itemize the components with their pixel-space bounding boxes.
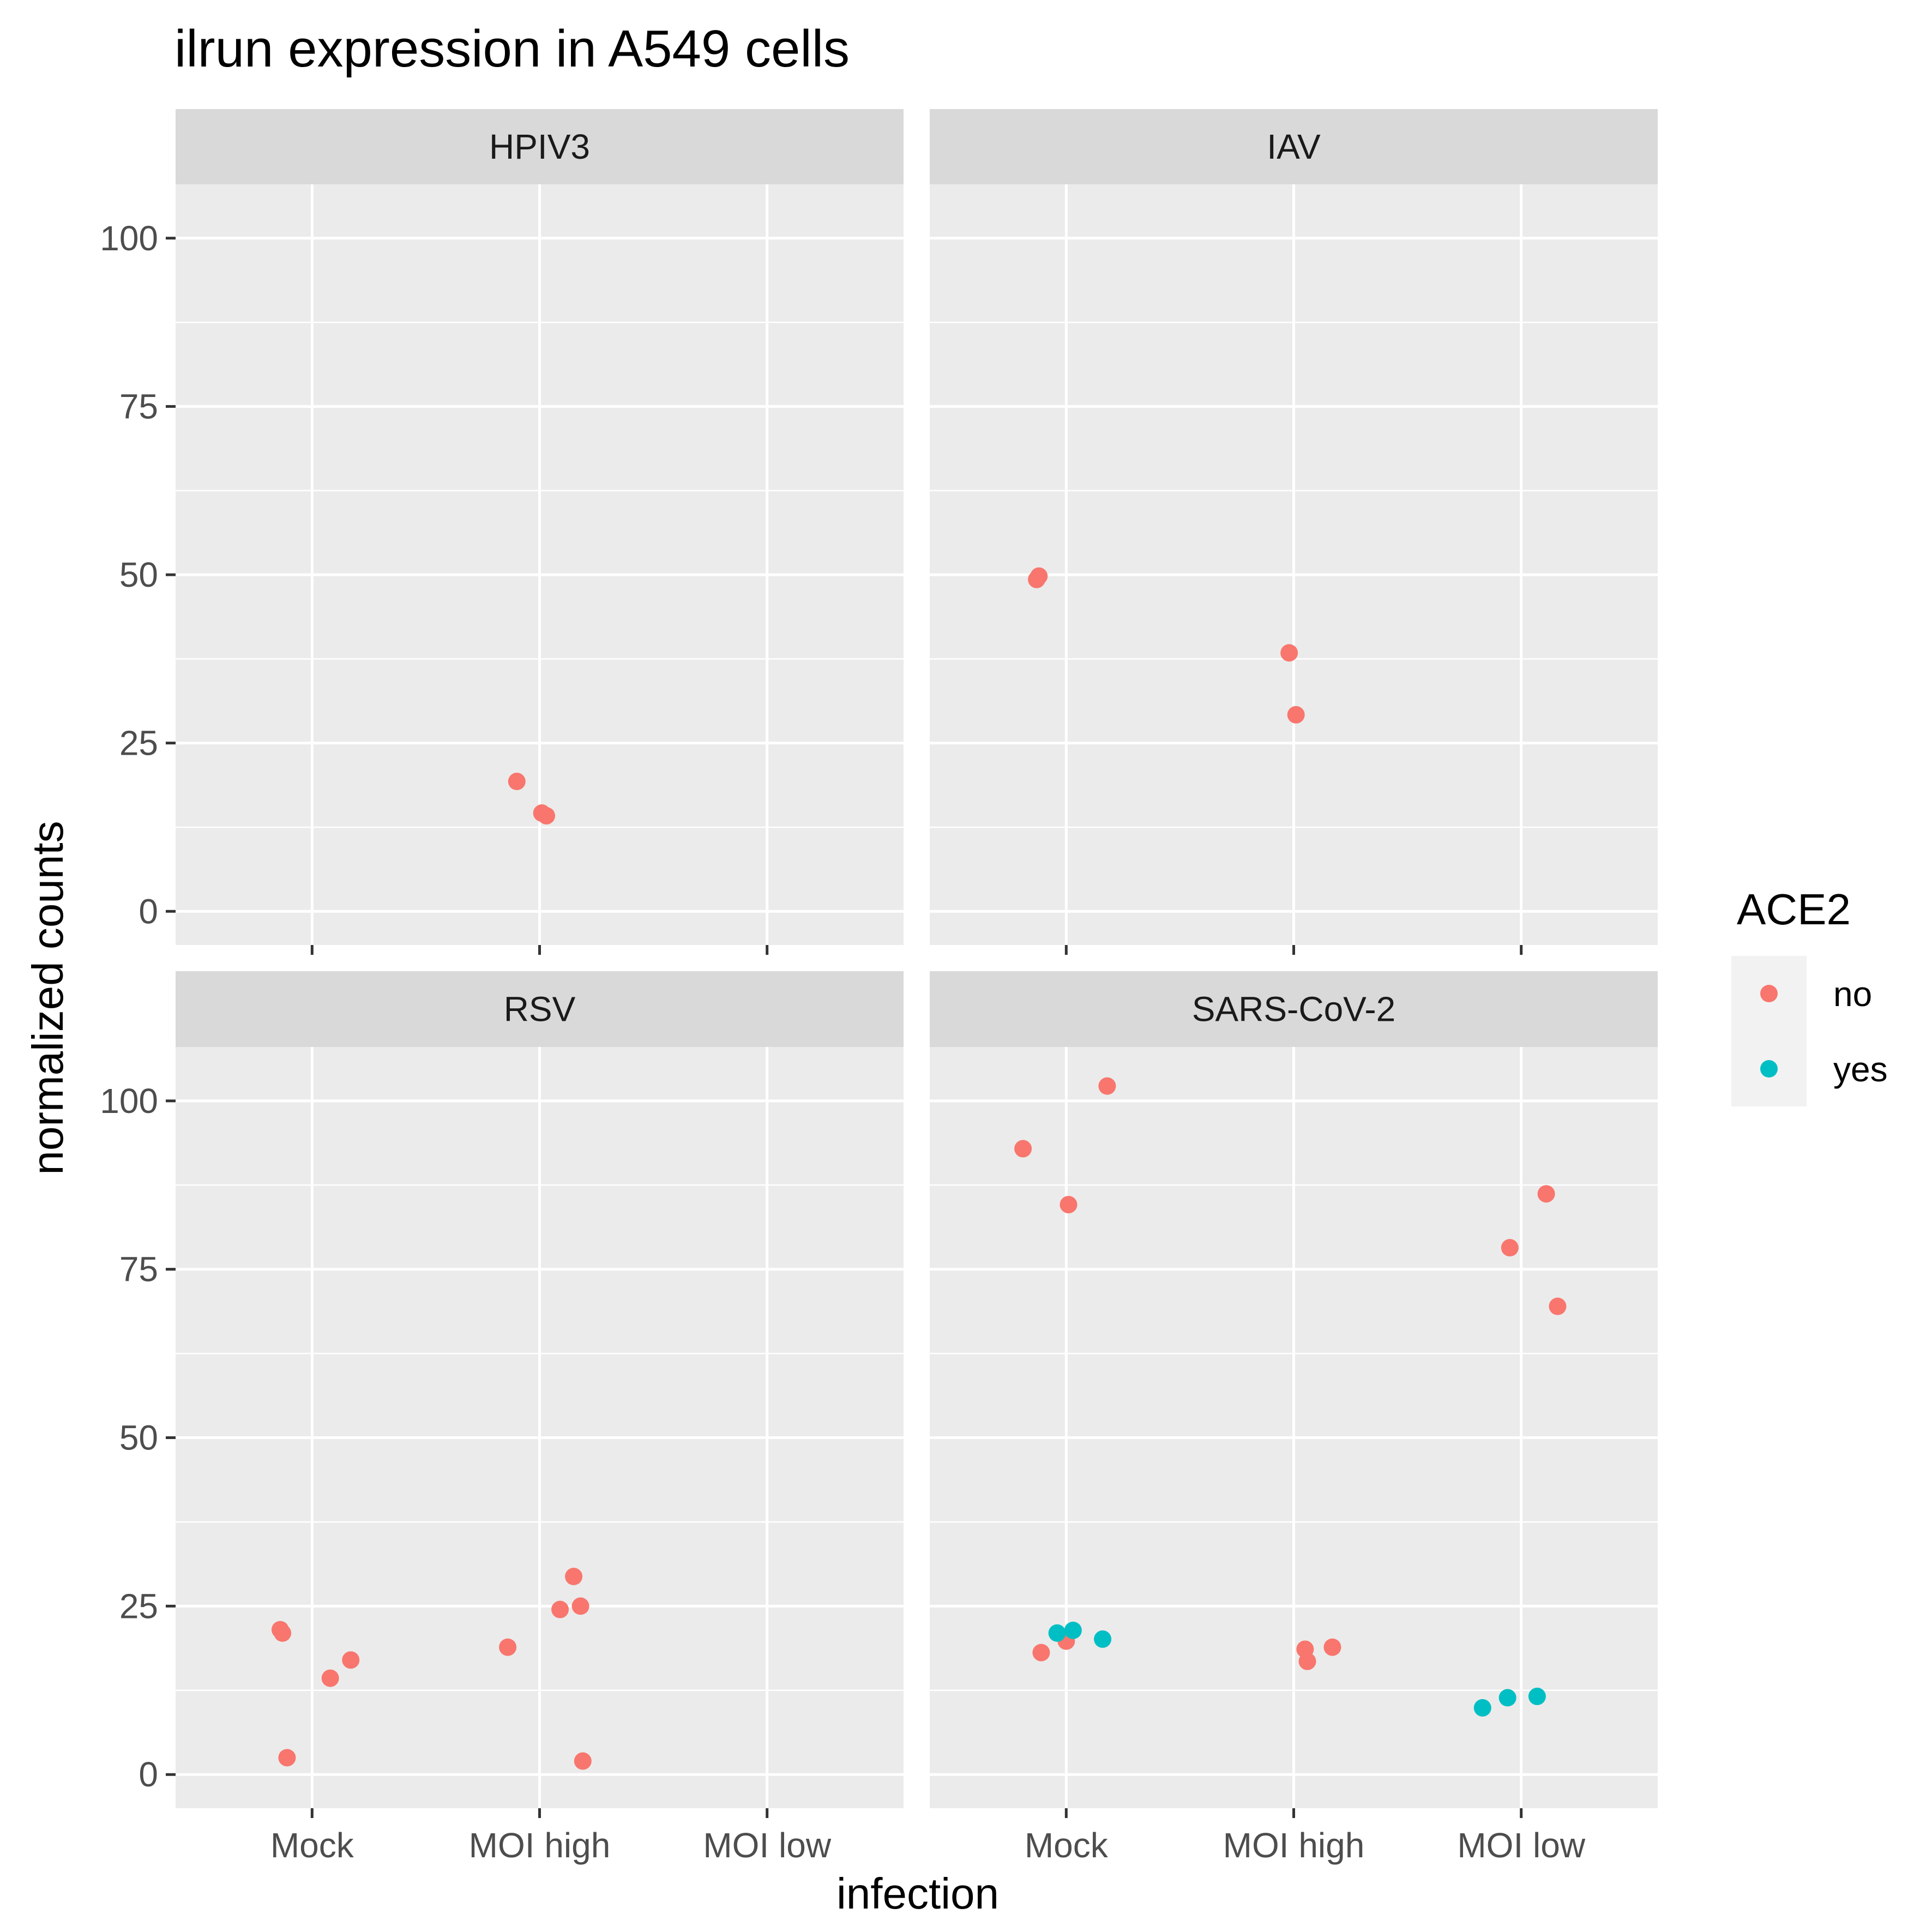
data-point-ace2-no [1060,1196,1078,1214]
x-tick-label: MOI low [703,1826,831,1865]
y-tick-label: 75 [119,1250,158,1289]
data-point-ace2-no [278,1749,296,1767]
data-point-ace2-no [1287,706,1305,724]
panel-iav: IAV [930,109,1658,955]
data-point-ace2-no [565,1568,583,1586]
y-tick-label: 25 [119,724,158,763]
legend-label-no: no [1833,974,1872,1014]
data-point-ace2-yes [1528,1687,1546,1705]
panel-hpiv3: HPIV3 0 25 50 75 100 [100,109,904,955]
data-point-ace2-no [574,1752,592,1770]
x-tick-label: MOI high [469,1826,611,1865]
x-tick-label: MOI low [1457,1826,1585,1865]
facet-strip-label: SARS-CoV-2 [1192,990,1395,1029]
legend-label-yes: yes [1833,1050,1888,1089]
data-point-ace2-no [1298,1652,1316,1670]
data-point-ace2-yes [1048,1624,1066,1642]
y-tick-label: 100 [100,219,158,258]
y-tick-label: 75 [119,387,158,426]
panel-rsv: RSV 0 25 50 75 100 Mock MOI high MOI low [100,971,904,1865]
data-point-ace2-no [1030,567,1048,585]
legend-title: ACE2 [1737,885,1851,934]
facet-strip-label: HPIV3 [489,127,590,166]
data-point-ace2-yes [1094,1630,1112,1648]
data-point-ace2-no [1501,1239,1519,1257]
chart-title: ilrun expression in A549 cells [174,20,850,78]
data-point-ace2-no [321,1669,339,1687]
x-tick-label: Mock [270,1826,354,1865]
y-tick-label: 50 [119,1418,158,1458]
panel-sars-cov-2: SARS-CoV-2 Mock MOI high MOI low [930,971,1658,1865]
data-point-ace2-no [342,1651,360,1669]
y-axis-title: normalized counts [23,821,72,1175]
legend-key-point [1760,1060,1778,1078]
y-tick-label: 0 [139,1755,158,1794]
data-point-ace2-no [508,773,526,791]
data-point-ace2-no [1014,1140,1032,1158]
x-tick-label: MOI high [1223,1826,1365,1865]
facet-strip [176,109,904,184]
data-point-ace2-no [1098,1077,1116,1095]
y-tick-label: 50 [119,555,158,594]
data-point-ace2-no [551,1600,569,1618]
data-point-ace2-no [499,1638,517,1656]
facet-strip [930,971,1658,1047]
x-tick-label: Mock [1025,1826,1109,1865]
data-point-ace2-no [538,806,556,824]
facet-strip [930,109,1658,184]
legend-key-point [1760,985,1778,1002]
facet-strip-label: RSV [504,990,576,1029]
y-tick-label: 0 [139,892,158,931]
facet-strip [176,971,904,1047]
facet-strip-label: IAV [1267,127,1321,166]
data-point-ace2-no [571,1597,589,1615]
data-point-ace2-no [1537,1185,1555,1203]
data-point-ace2-no [1032,1644,1050,1662]
data-point-ace2-no [1323,1638,1341,1656]
data-point-ace2-no [274,1624,292,1642]
data-point-ace2-no [1280,644,1298,662]
x-axis-title: infection [836,1869,999,1918]
data-point-ace2-yes [1064,1621,1082,1639]
legend: ACE2 no yes [1731,885,1888,1106]
y-tick-label: 100 [100,1081,158,1121]
data-point-ace2-yes [1498,1689,1516,1707]
facet-panels: HPIV3 0 25 50 75 100 IAV RSV 0 25 50 75 100 Mock MOI h… [100,109,1658,1865]
data-point-ace2-no [1549,1297,1567,1315]
data-point-ace2-yes [1473,1699,1491,1717]
y-tick-label: 25 [119,1586,158,1626]
